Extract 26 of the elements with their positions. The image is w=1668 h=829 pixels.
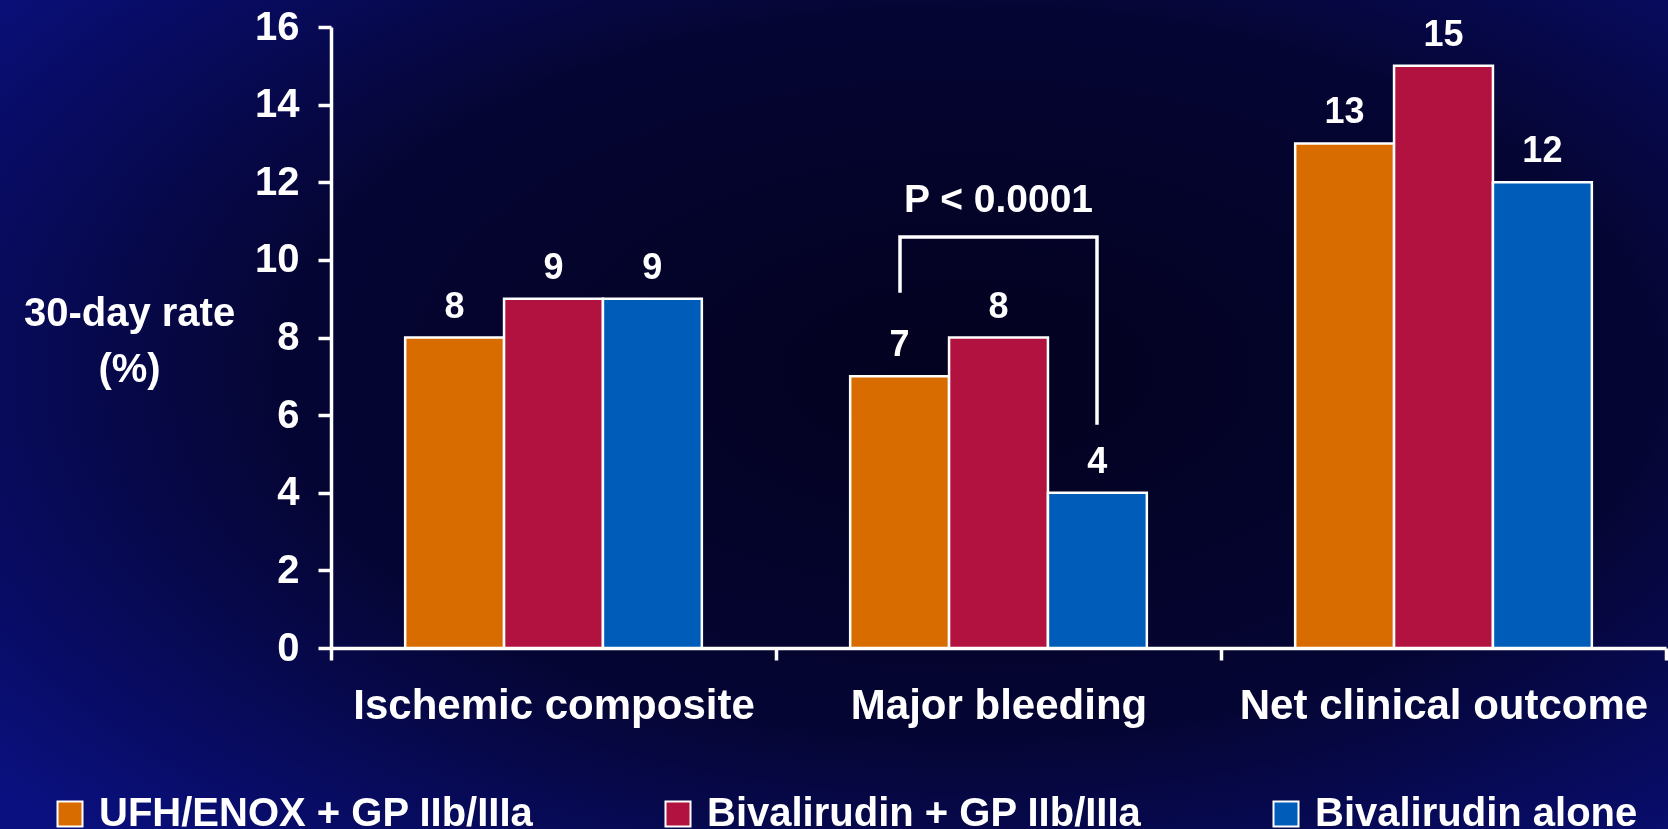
- x-tick-label: Major bleeding: [850, 680, 1148, 728]
- y-tick-label: 12: [255, 158, 300, 203]
- y-tick-label: 2: [277, 546, 300, 591]
- data-label: 8: [444, 284, 465, 326]
- y-tick-label: 4: [277, 469, 301, 514]
- y-tick-label: 10: [255, 236, 300, 281]
- y-tick-label: 14: [255, 81, 301, 126]
- legend-label: UFH/ENOX + GP IIb/IIIa: [99, 790, 534, 829]
- legend-label: Bivalirudin alone: [1315, 790, 1638, 829]
- data-label: 9: [642, 245, 663, 287]
- y-axis-title: 30-day rate (%): [23, 289, 236, 390]
- y-tick-label: 0: [277, 624, 300, 669]
- data-label: 12: [1522, 129, 1563, 171]
- data-label: 4: [1087, 439, 1108, 481]
- data-label: 7: [889, 323, 910, 365]
- annotation: P < 0.0001: [903, 176, 1094, 220]
- data-label: 9: [543, 245, 564, 287]
- data-label: 8: [988, 284, 1009, 326]
- y-tick-label: 8: [277, 314, 300, 358]
- x-tick-label: Ischemic composite: [353, 680, 755, 728]
- y-tick-label: 16: [255, 3, 300, 48]
- x-tick-label: Net clinical outcome: [1239, 680, 1649, 728]
- y-tick-label: 6: [277, 391, 300, 436]
- legend-label: Bivalirudin + GP IIb/IIIa: [707, 790, 1142, 829]
- data-label: 15: [1423, 12, 1464, 54]
- data-label: 13: [1324, 90, 1365, 132]
